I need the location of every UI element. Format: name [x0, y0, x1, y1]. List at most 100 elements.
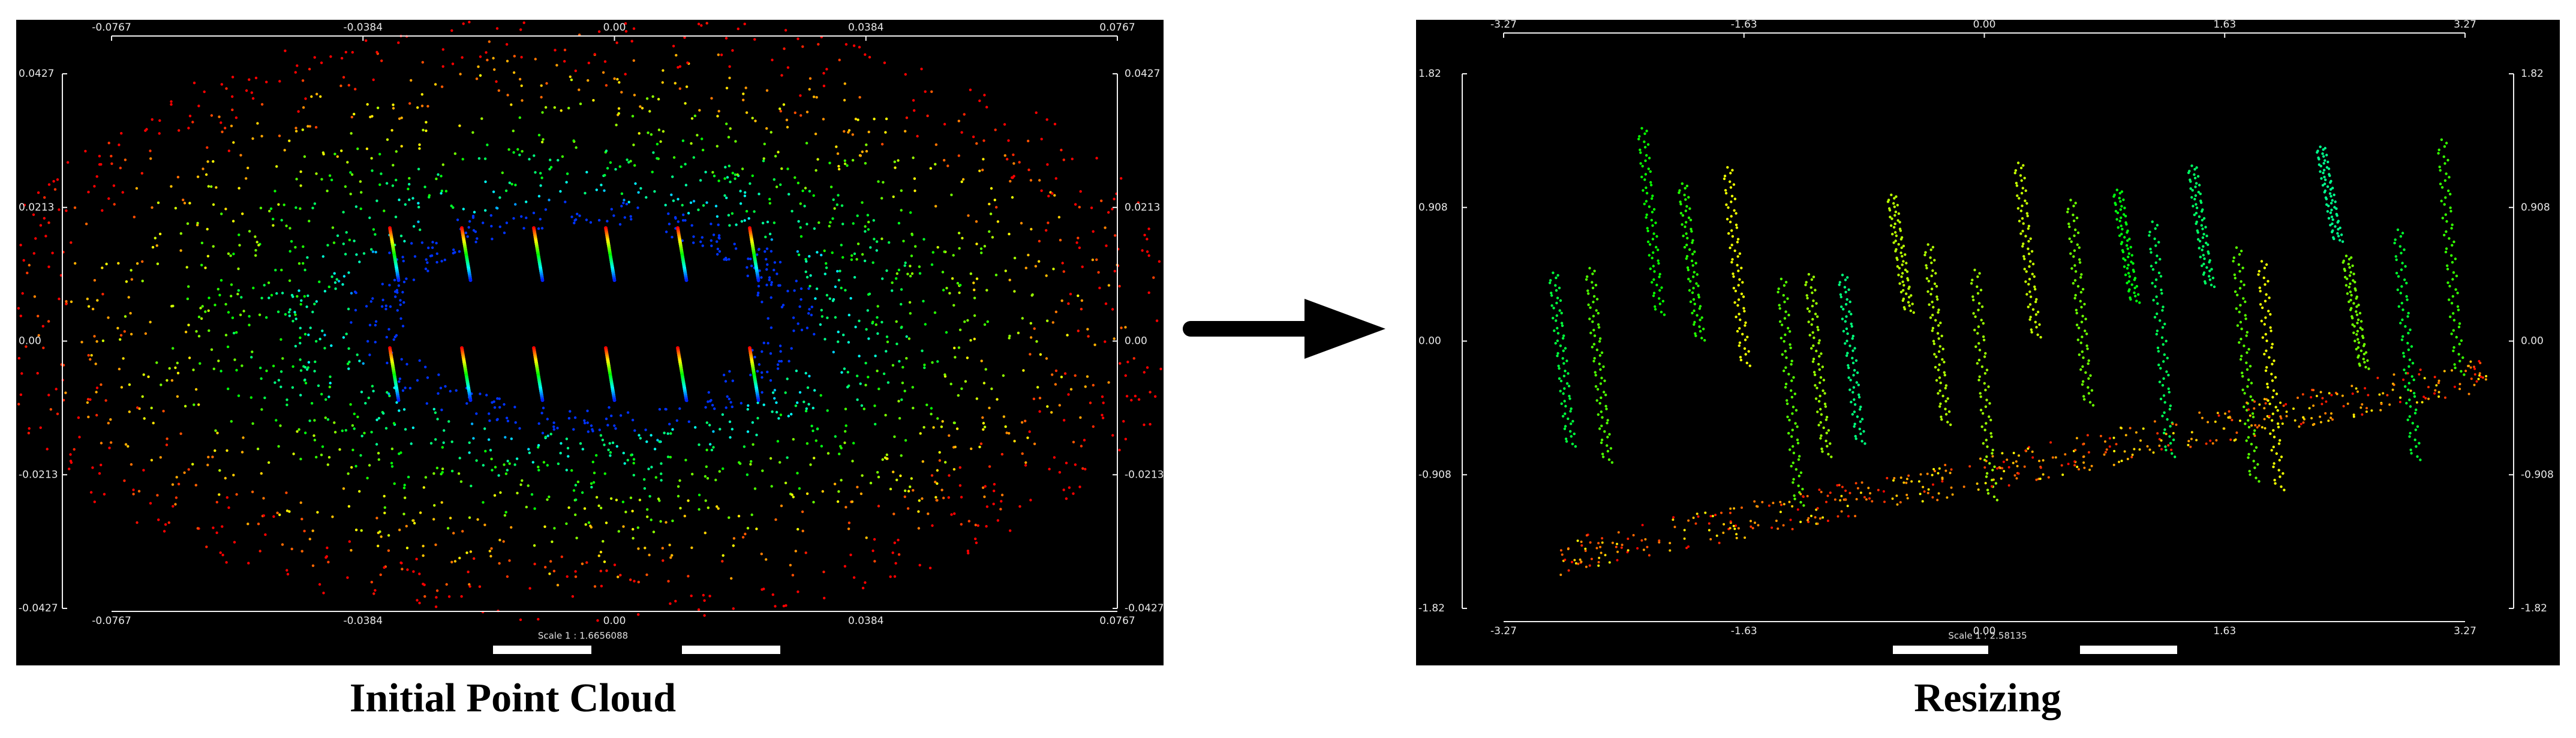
point: [732, 537, 736, 540]
point: [851, 158, 855, 162]
point: [2079, 276, 2082, 279]
point: [279, 385, 282, 388]
point: [2016, 464, 2019, 467]
point: [2479, 362, 2482, 364]
point: [1778, 320, 1782, 323]
point: [273, 190, 276, 193]
point: [723, 177, 726, 180]
point: [1848, 310, 1851, 313]
point: [1846, 352, 1849, 355]
point: [708, 424, 711, 427]
point: [327, 560, 330, 563]
point: [1735, 524, 1737, 527]
point: [659, 520, 662, 523]
point: [996, 220, 1000, 223]
point: [1077, 294, 1080, 298]
point: [434, 605, 438, 608]
point: [792, 438, 795, 441]
point: [2398, 401, 2401, 403]
point: [1111, 434, 1114, 437]
point: [206, 146, 209, 149]
point: [1903, 308, 1907, 311]
point: [717, 110, 720, 113]
point: [2448, 284, 2451, 288]
point: [770, 326, 773, 329]
point: [1732, 272, 1735, 275]
point: [1985, 439, 1988, 442]
point: [574, 513, 577, 517]
point: [874, 323, 878, 326]
point: [1568, 395, 1571, 398]
point: [1087, 335, 1090, 338]
point: [1848, 388, 1851, 391]
point: [2246, 401, 2249, 404]
point: [350, 116, 353, 119]
point: [636, 206, 639, 209]
point: [1962, 485, 1965, 488]
point: [2277, 425, 2280, 428]
point: [2250, 443, 2253, 446]
point: [118, 143, 121, 146]
point: [1606, 421, 1609, 425]
point: [2086, 347, 2089, 350]
point: [193, 82, 196, 85]
point: [1589, 541, 1592, 544]
point: [133, 215, 136, 218]
point: [2240, 328, 2243, 331]
point: [2224, 412, 2227, 415]
point: [2464, 370, 2467, 373]
point: [329, 382, 332, 385]
point: [856, 118, 859, 121]
point: [2118, 220, 2121, 223]
point: [2268, 415, 2271, 418]
point: [746, 274, 750, 277]
point: [158, 232, 162, 236]
point: [1690, 230, 1693, 233]
point: [1931, 473, 1934, 476]
point: [1924, 251, 1927, 254]
point: [1909, 309, 1912, 313]
point: [1558, 309, 1561, 312]
point: [2121, 227, 2124, 231]
point: [2399, 396, 2402, 399]
point: [520, 215, 523, 218]
point: [1780, 277, 1783, 281]
point: [1562, 392, 1565, 395]
point: [704, 406, 707, 409]
point: [518, 154, 521, 157]
point: [2327, 217, 2331, 220]
point: [2167, 444, 2170, 447]
point: [645, 196, 648, 199]
point: [2407, 311, 2410, 315]
point: [756, 401, 759, 404]
point: [1838, 484, 1841, 487]
point: [1589, 331, 1592, 335]
point: [587, 79, 590, 82]
point: [746, 430, 750, 433]
point: [2271, 379, 2274, 382]
point: [522, 227, 525, 230]
point: [383, 506, 386, 509]
point: [379, 573, 382, 577]
point: [417, 220, 420, 223]
point: [2315, 395, 2318, 397]
point: [1747, 350, 1750, 353]
point: [1944, 469, 1947, 472]
point: [1657, 248, 1660, 251]
point: [258, 313, 261, 316]
point: [250, 91, 253, 94]
point: [199, 307, 202, 310]
point: [336, 155, 339, 158]
point: [675, 53, 678, 57]
point: [27, 431, 31, 434]
point: [2355, 347, 2358, 351]
point: [731, 379, 735, 382]
point: [847, 521, 851, 524]
point: [224, 334, 228, 337]
point: [537, 134, 541, 137]
point: [2442, 155, 2445, 158]
point: [844, 43, 848, 46]
point: [1944, 386, 1947, 390]
point: [1648, 205, 1651, 208]
